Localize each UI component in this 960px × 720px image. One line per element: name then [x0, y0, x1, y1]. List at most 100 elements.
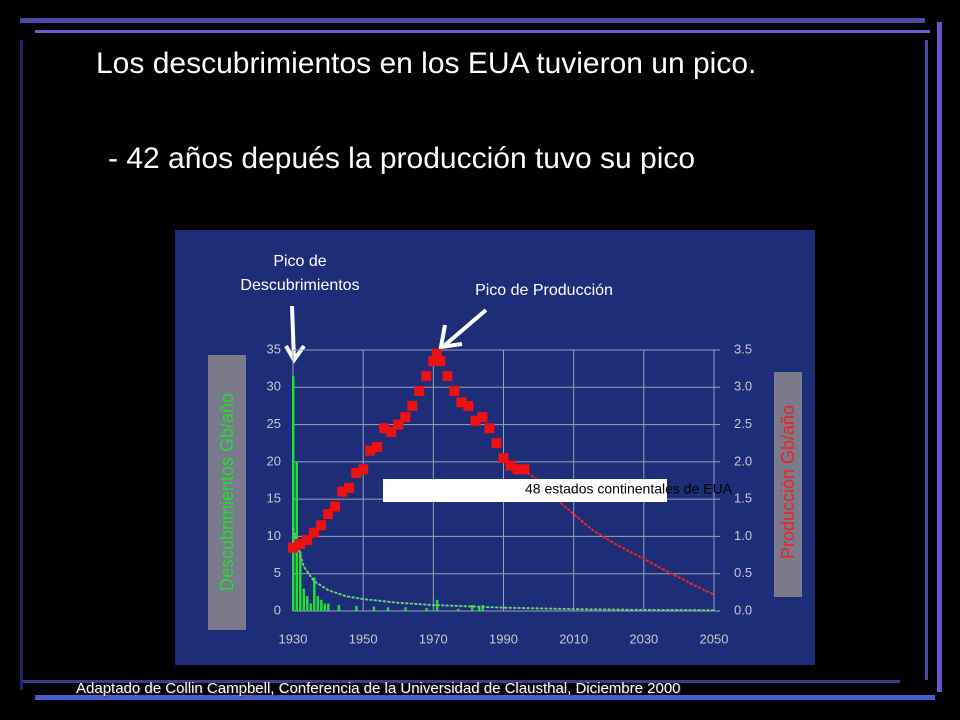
point — [295, 538, 306, 549]
point — [431, 348, 442, 359]
y-tick-label: 5 — [274, 565, 281, 580]
bar — [313, 577, 316, 611]
bar — [316, 596, 320, 611]
y2-tick-label: 3.0 — [734, 379, 752, 394]
arrow — [284, 305, 306, 364]
point — [386, 427, 397, 438]
decor-bar — [925, 40, 928, 680]
annotation: Descubrimientos — [240, 277, 359, 294]
point — [484, 423, 495, 434]
bar — [456, 608, 460, 611]
y-tick-label: 30 — [267, 379, 281, 394]
decor-bar — [35, 695, 935, 700]
bar — [306, 596, 309, 611]
y-tick-label: 15 — [267, 491, 281, 506]
y2-tick-label: 1.5 — [734, 491, 752, 506]
bar — [337, 605, 341, 611]
x-tick-label: 1970 — [419, 631, 448, 646]
y-tick-label: 20 — [267, 453, 281, 468]
point — [379, 423, 390, 434]
line — [292, 527, 715, 612]
bar — [302, 588, 306, 611]
point — [365, 445, 376, 456]
annotation: 48 estados continentales de EUA — [525, 481, 733, 497]
bar — [386, 607, 390, 611]
point — [344, 482, 355, 493]
x-tick-label: 1990 — [489, 631, 518, 646]
decor-bar — [20, 40, 23, 690]
point — [428, 356, 439, 367]
bar — [404, 607, 407, 611]
y-tick-label: 0 — [274, 602, 281, 617]
bar — [299, 551, 302, 611]
y-tick-label: 35 — [267, 341, 281, 356]
decor-bar — [20, 680, 900, 683]
point — [456, 397, 467, 408]
slide-title: Los descubrimientos en los EUA tuvieron … — [96, 47, 757, 80]
y2-tick-label: 1.0 — [734, 528, 752, 543]
decor-bar — [20, 18, 925, 23]
bar — [327, 603, 330, 611]
annotation-box — [383, 479, 667, 502]
point — [407, 400, 418, 411]
x-tick-label: 2010 — [559, 631, 588, 646]
point — [351, 468, 362, 479]
annotation: Pico de — [273, 253, 326, 270]
bar — [323, 603, 327, 611]
point — [505, 460, 516, 471]
bar — [481, 605, 484, 611]
point — [470, 415, 481, 426]
point — [302, 535, 313, 546]
bar — [470, 605, 474, 611]
point — [358, 464, 369, 475]
x-tick-label: 2030 — [629, 631, 658, 646]
y-axis-label: Descubrimientos Gb/año — [217, 393, 237, 591]
line — [527, 472, 715, 596]
point — [449, 386, 460, 397]
point — [442, 371, 453, 382]
point — [330, 501, 341, 512]
x-tick-label: 1930 — [279, 631, 308, 646]
x-tick-label: 1950 — [349, 631, 378, 646]
point — [498, 453, 509, 464]
point — [337, 486, 348, 497]
decor-bar — [35, 30, 930, 33]
point — [512, 464, 523, 475]
y2-tick-label: 2.5 — [734, 416, 752, 431]
bar — [309, 603, 313, 611]
point — [372, 441, 383, 452]
point — [463, 400, 474, 411]
y2-tick-label: 3.5 — [734, 341, 752, 356]
point — [316, 520, 327, 531]
bar — [292, 376, 295, 611]
point — [435, 356, 446, 367]
point — [323, 509, 334, 520]
point — [400, 412, 411, 423]
point — [309, 527, 320, 538]
y2-tick-label: 0.5 — [734, 565, 752, 580]
y-tick-label: 25 — [267, 416, 281, 431]
arrow — [438, 308, 488, 350]
bar — [320, 599, 323, 611]
point — [491, 438, 502, 449]
axis-label-box — [774, 372, 802, 597]
axis-label-box — [208, 355, 246, 630]
bar — [355, 605, 358, 611]
y2-tick-label: 0.0 — [734, 602, 752, 617]
point — [477, 412, 488, 423]
bar — [372, 606, 376, 611]
y-tick-label: 10 — [267, 528, 281, 543]
slide-subtitle: - 42 años depués la producción tuvo su p… — [108, 142, 696, 175]
decor-bar — [937, 22, 942, 692]
y2-axis-label: Producción Gb/año — [778, 405, 798, 559]
source-note: Adaptado de Collin Campbell, Conferencia… — [76, 680, 681, 697]
y2-tick-label: 2.0 — [734, 453, 752, 468]
point — [414, 386, 425, 397]
bar — [477, 606, 481, 611]
point — [393, 419, 404, 430]
point — [421, 371, 432, 382]
bar — [295, 461, 299, 611]
